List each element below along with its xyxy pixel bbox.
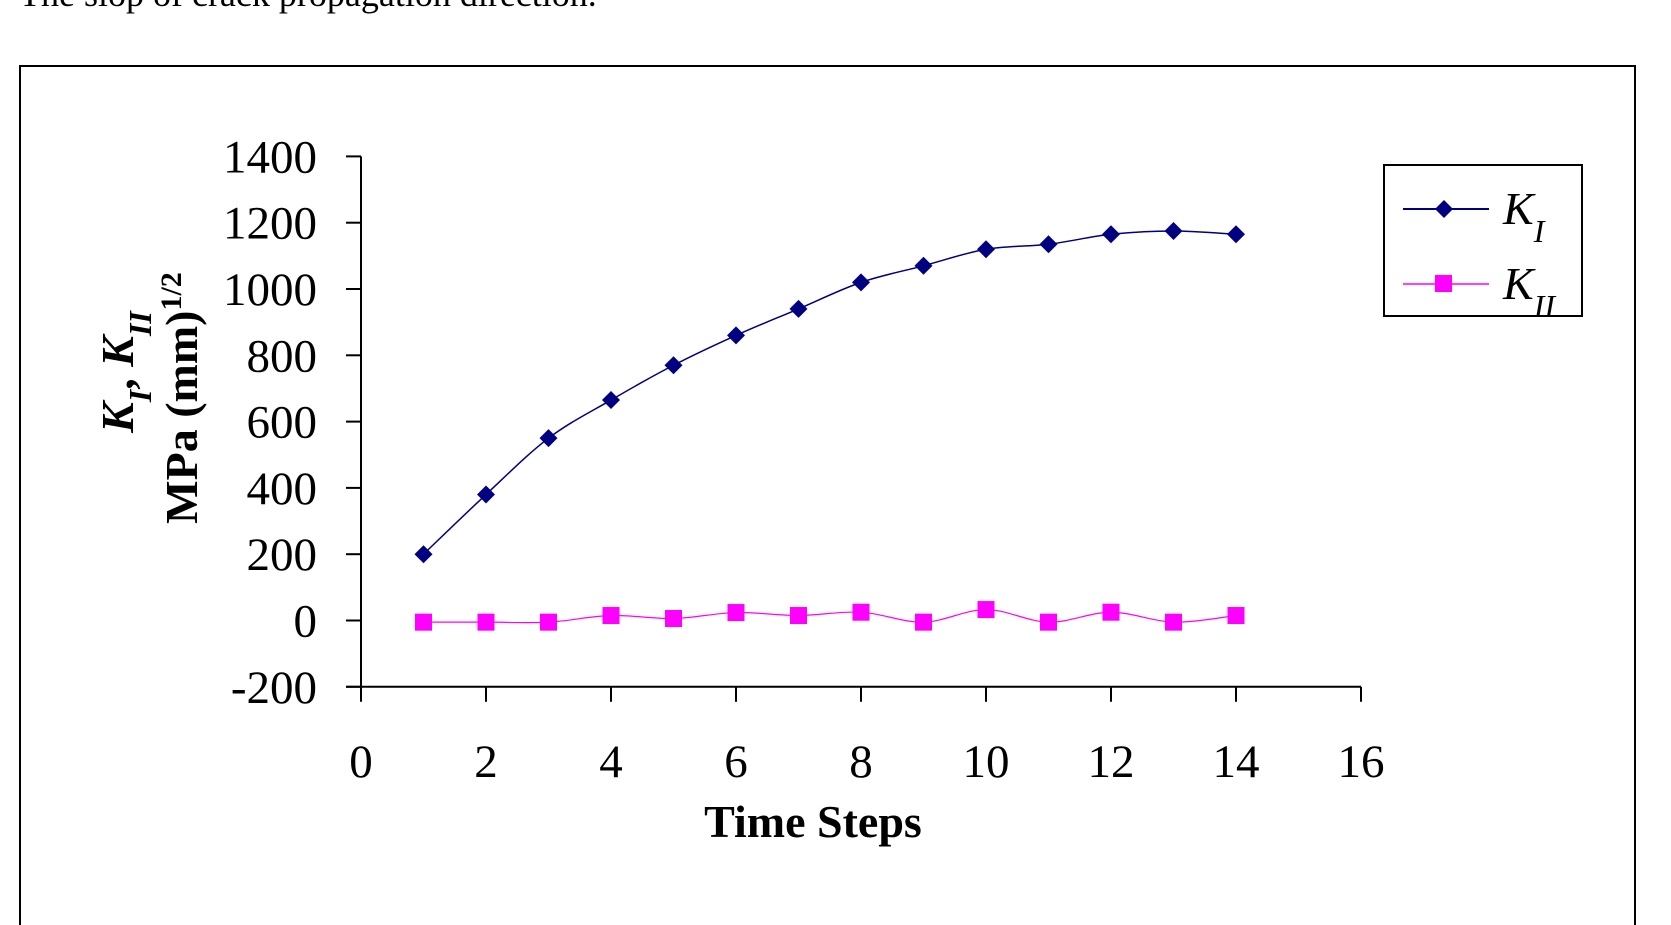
- y-axis-units-sup: 1/2: [155, 272, 188, 310]
- square-marker-icon: [1435, 275, 1452, 292]
- x-tick-label: 0: [349, 736, 373, 788]
- diamond-marker-icon: [1039, 235, 1058, 254]
- diamond-marker-icon: [977, 240, 995, 259]
- svg-text:KI: KI: [1502, 183, 1546, 249]
- square-marker-icon: [1165, 613, 1182, 631]
- x-tick-label: 6: [724, 736, 748, 788]
- legend-box: [1383, 164, 1583, 317]
- svg-text:MPa (mm)1/2: MPa (mm)1/2: [155, 272, 208, 524]
- x-tick-label: 8: [849, 736, 873, 788]
- diamond-marker-icon: [1102, 225, 1120, 244]
- diamond-marker-icon: [852, 273, 870, 292]
- y-axis-title-sep: ,: [92, 367, 143, 390]
- legend-item-k1: KI: [1403, 183, 1546, 249]
- x-tick-label: 12: [1088, 736, 1135, 788]
- square-marker-icon: [915, 613, 932, 631]
- square-marker-icon: [977, 601, 995, 619]
- x-tick-label: 4: [599, 736, 623, 788]
- data-series: [414, 221, 1245, 631]
- square-marker-icon: [415, 613, 432, 631]
- chart-frame: [19, 65, 1636, 925]
- y-tick-label: 400: [247, 463, 318, 515]
- y-tick-label: 1200: [223, 198, 317, 250]
- y-axis-ticks: -200 0 200 400 600 800 1000 1200 1400: [223, 131, 361, 714]
- x-tick-label: 16: [1338, 736, 1385, 788]
- series-kii: [415, 601, 1245, 631]
- square-marker-icon: [790, 607, 807, 625]
- caption-text: The slop of crack propagation direction.: [19, 0, 597, 14]
- square-marker-icon: [1102, 603, 1120, 621]
- diamond-marker-icon: [602, 391, 620, 410]
- series-ki: [414, 221, 1245, 564]
- y-axis-title-k1: K: [92, 399, 143, 434]
- square-marker-icon: [665, 610, 682, 628]
- x-tick-label: 14: [1213, 736, 1260, 788]
- line-chart: -200 0 200 400 600 800 1000 1200 1400 0 2 4 6 8 10 12 1…: [92, 131, 1583, 847]
- y-tick-label: 600: [247, 397, 318, 449]
- y-tick-label: 800: [247, 330, 318, 382]
- y-axis-title-sub1: I: [122, 388, 158, 403]
- square-marker-icon: [852, 603, 870, 621]
- legend-label-k2: K: [1502, 258, 1536, 309]
- diamond-marker-icon: [1164, 221, 1183, 240]
- square-marker-icon: [602, 607, 620, 625]
- diamond-marker-icon: [727, 326, 745, 345]
- legend-label-k1: K: [1502, 183, 1536, 234]
- y-axis-units: MPa (mm)1/2: [155, 272, 208, 524]
- diamond-marker-icon: [539, 429, 558, 448]
- x-axis-ticks: 0 2 4 6 8 10 12 14 16: [349, 686, 1385, 788]
- square-marker-icon: [727, 604, 745, 622]
- square-marker-icon: [540, 613, 557, 631]
- x-tick-label: 10: [963, 736, 1010, 788]
- y-tick-label: 1400: [223, 131, 317, 183]
- diamond-marker-icon: [914, 256, 933, 275]
- y-tick-label: 200: [247, 529, 318, 581]
- square-marker-icon: [477, 613, 495, 631]
- y-tick-label: 1000: [223, 264, 317, 316]
- y-axis-title-sub2: II: [122, 310, 158, 337]
- square-marker-icon: [1040, 613, 1057, 631]
- y-tick-label: -200: [231, 662, 317, 714]
- y-axis-title: KI, KII: [92, 310, 158, 434]
- y-tick-label: 0: [294, 596, 318, 648]
- diamond-marker-icon: [1227, 225, 1245, 244]
- x-tick-label: 2: [474, 736, 498, 788]
- y-axis-units-text: MPa (mm): [156, 311, 207, 524]
- diamond-marker-icon: [1435, 200, 1453, 218]
- legend-item-k2: KII: [1403, 258, 1556, 324]
- legend: KI KII: [1383, 164, 1583, 324]
- y-axis-title-k2: K: [92, 333, 143, 368]
- x-axis-title: Time Steps: [704, 796, 922, 847]
- square-marker-icon: [1227, 607, 1245, 625]
- diamond-marker-icon: [664, 356, 683, 375]
- svg-text:KI, KII: KI, KII: [92, 310, 158, 434]
- diamond-marker-icon: [789, 299, 808, 318]
- diamond-marker-icon: [414, 545, 433, 564]
- svg-text:KII: KII: [1502, 258, 1556, 324]
- diamond-marker-icon: [477, 485, 495, 504]
- series-line: [422, 230, 1237, 555]
